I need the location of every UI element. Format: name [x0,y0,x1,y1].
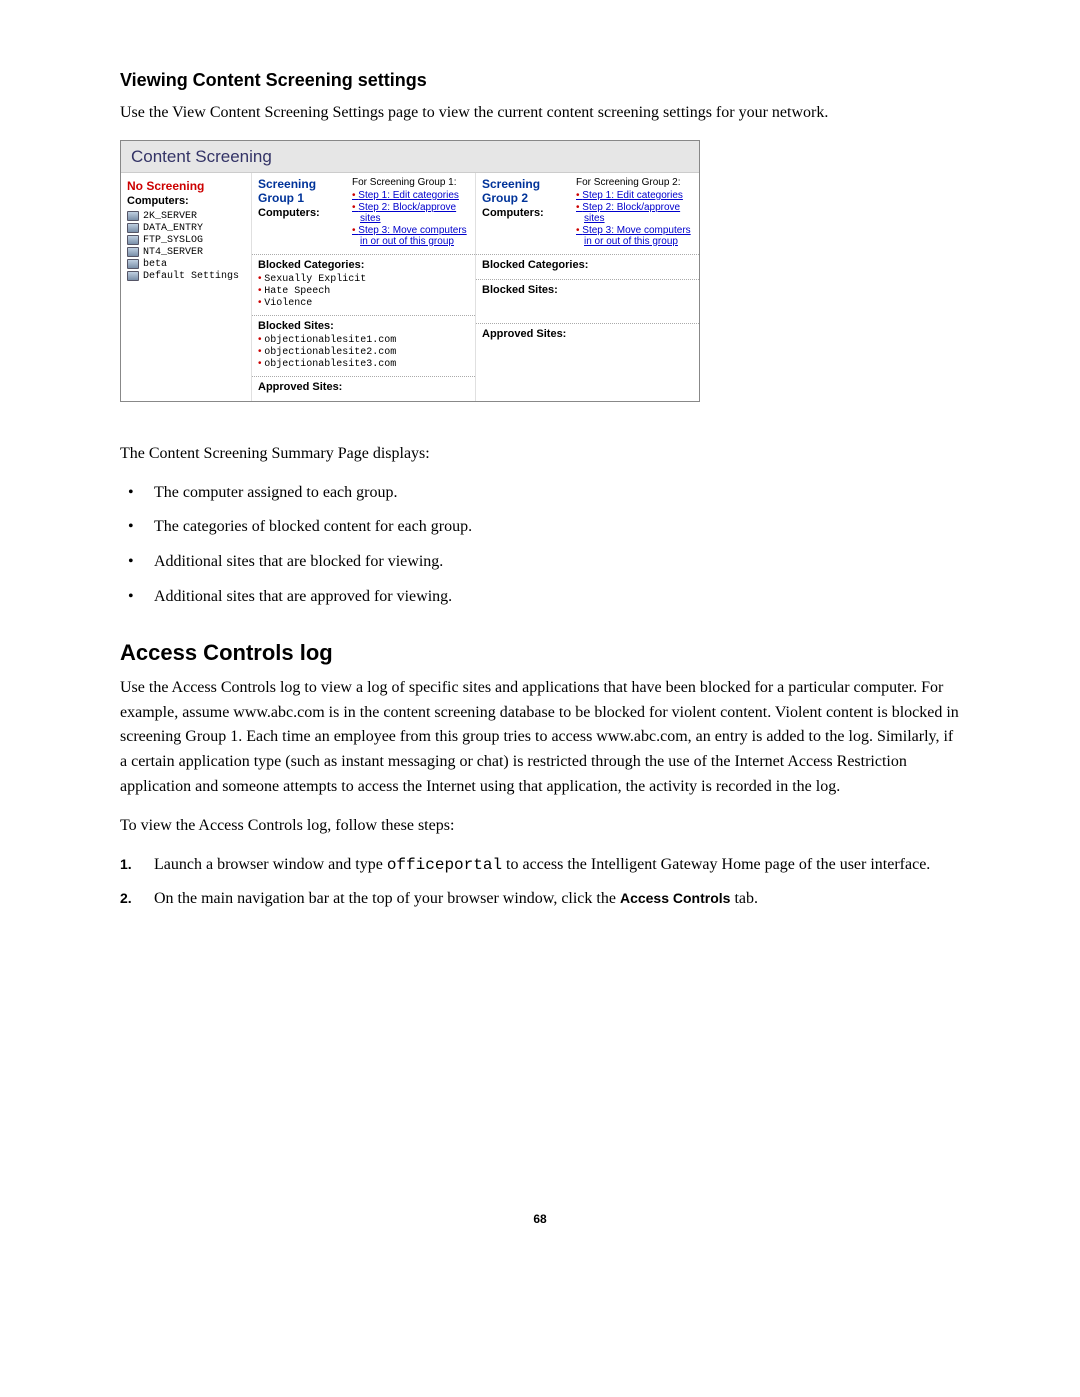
step-item: 2. On the main navigation bar at the top… [120,887,960,912]
list-item: The computer assigned to each group. [120,481,960,506]
blocked-category: Violence [258,297,469,309]
computer-item: NT4_SERVER [127,247,245,258]
approved-sites-label: Approved Sites: [258,381,469,393]
blocked-category: Sexually Explicit [258,273,469,285]
page-number: 68 [120,1212,960,1226]
summary-intro: The Content Screening Summary Page displ… [120,442,960,467]
computer-name: FTP_SYSLOG [143,235,203,246]
computer-icon [127,235,139,245]
computer-icon [127,271,139,281]
screening-group-1-column: Screening Group 1 Computers: For Screeni… [251,173,475,401]
numbered-steps: 1. Launch a browser window and type offi… [120,853,960,913]
computer-icon [127,247,139,257]
for-group-label: For Screening Group 1: [352,177,471,188]
step-text: On the main navigation bar at the top of… [154,890,620,907]
computer-name: Default Settings [143,271,239,282]
step-number: 2. [120,888,132,910]
access-controls-paragraph: Use the Access Controls log to view a lo… [120,676,960,800]
code-text: officeportal [387,856,502,874]
step-link[interactable]: Step 1: Edit categories [576,190,695,201]
step-text: tab. [730,890,758,907]
computer-item: beta [127,259,245,270]
blocked-categories-label: Blocked Categories: [482,259,693,271]
group1-title: Screening Group 1 [258,177,346,205]
screenshot-title: Content Screening [121,141,699,172]
step-link[interactable]: Step 1: Edit categories [352,190,471,201]
blocked-site: objectionablesite3.com [258,358,469,370]
approved-sites-label: Approved Sites: [482,328,693,340]
step-link[interactable]: Step 3: Move computers in or out of this… [576,225,695,247]
step-item: 1. Launch a browser window and type offi… [120,853,960,878]
computer-icon [127,223,139,233]
step-link[interactable]: Step 3: Move computers in or out of this… [352,225,471,247]
computer-icon [127,259,139,269]
no-screening-column: No Screening Computers: 2K_SERVER DATA_E… [121,173,251,401]
intro-paragraph: Use the View Content Screening Settings … [120,101,960,126]
computers-label: Computers: [258,207,346,219]
access-controls-heading: Access Controls log [120,640,960,666]
blocked-sites-label: Blocked Sites: [482,284,693,296]
for-group-label: For Screening Group 2: [576,177,695,188]
ui-label: Access Controls [620,890,730,906]
summary-list: The computer assigned to each group. The… [120,481,960,610]
computer-name: 2K_SERVER [143,211,197,222]
step-text: Launch a browser window and type [154,856,387,873]
computer-item: DATA_ENTRY [127,223,245,234]
section-heading: Viewing Content Screening settings [120,70,960,91]
computer-name: NT4_SERVER [143,247,203,258]
computer-name: DATA_ENTRY [143,223,203,234]
blocked-site: objectionablesite1.com [258,334,469,346]
steps-intro: To view the Access Controls log, follow … [120,814,960,839]
content-screening-screenshot: Content Screening No Screening Computers… [120,140,700,402]
computer-icon [127,211,139,221]
computers-label: Computers: [127,195,245,207]
computer-name: beta [143,259,167,270]
blocked-categories-label: Blocked Categories: [258,259,469,271]
computer-item: Default Settings [127,271,245,282]
step-link[interactable]: Step 2: Block/approve sites [352,202,471,224]
screening-group-2-column: Screening Group 2 Computers: For Screeni… [475,173,699,401]
computer-item: 2K_SERVER [127,211,245,222]
step-text: to access the Intelligent Gateway Home p… [502,856,930,873]
step-link[interactable]: Step 2: Block/approve sites [576,202,695,224]
list-item: Additional sites that are blocked for vi… [120,550,960,575]
list-item: The categories of blocked content for ea… [120,515,960,540]
group2-title: Screening Group 2 [482,177,570,205]
no-screening-title: No Screening [127,179,245,193]
blocked-category: Hate Speech [258,285,469,297]
blocked-site: objectionablesite2.com [258,346,469,358]
list-item: Additional sites that are approved for v… [120,585,960,610]
step-number: 1. [120,854,132,876]
blocked-sites-label: Blocked Sites: [258,320,469,332]
computer-item: FTP_SYSLOG [127,235,245,246]
computers-label: Computers: [482,207,570,219]
